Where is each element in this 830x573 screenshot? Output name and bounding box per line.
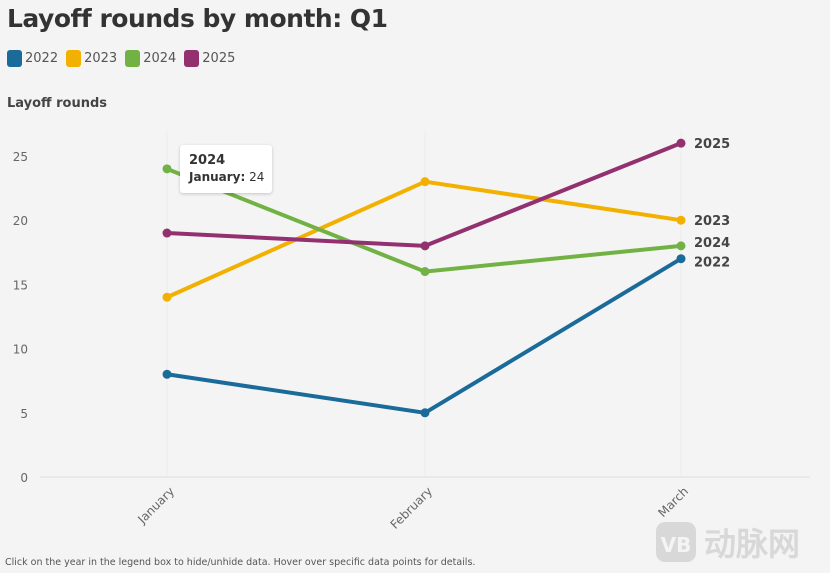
legend-item-2024[interactable]: 2024	[125, 50, 176, 67]
data-point-2025[interactable]	[676, 138, 686, 148]
legend: 2022 2023 2024 2025	[7, 50, 235, 67]
legend-swatch	[125, 50, 141, 67]
data-point-2025[interactable]	[162, 228, 172, 238]
data-point-2025[interactable]	[420, 241, 430, 251]
y-tick-label: 25	[13, 150, 28, 164]
legend-item-2023[interactable]: 2023	[66, 50, 117, 67]
data-point-2024[interactable]	[162, 164, 172, 174]
data-point-2022[interactable]	[420, 408, 430, 418]
tooltip: 2024 January: 24	[180, 145, 272, 193]
y-tick-label: 15	[13, 278, 28, 292]
legend-item-2022[interactable]: 2022	[7, 50, 58, 67]
watermark-logo: VB 动脉网	[656, 522, 800, 563]
svg-text:VB: VB	[661, 533, 692, 557]
data-point-2024[interactable]	[420, 267, 430, 277]
footnote: Click on the year in the legend box to h…	[5, 557, 476, 568]
data-point-2023[interactable]	[162, 292, 172, 302]
legend-item-2025[interactable]: 2025	[184, 50, 235, 67]
chart-title: Layoff rounds by month: Q1	[7, 4, 388, 33]
data-point-2022[interactable]	[676, 254, 686, 264]
y-tick-label: 0	[20, 471, 28, 485]
legend-swatch	[184, 50, 200, 67]
data-point-2024[interactable]	[676, 241, 686, 251]
data-point-2023[interactable]	[420, 177, 430, 187]
data-point-2022[interactable]	[162, 369, 172, 379]
y-tick-label: 20	[13, 214, 28, 228]
legend-label: 2024	[143, 51, 177, 66]
series-end-label: 2023	[694, 214, 730, 229]
x-tick-label: January	[134, 484, 177, 527]
legend-swatch	[7, 50, 22, 67]
series-end-label: 2022	[694, 256, 730, 271]
series-end-label: 2025	[694, 137, 730, 152]
svg-text:动脉网: 动脉网	[704, 525, 800, 563]
legend-label: 2025	[202, 51, 236, 66]
y-tick-label: 5	[20, 407, 28, 421]
data-point-2023[interactable]	[676, 215, 686, 225]
tooltip-value: 24	[249, 170, 265, 184]
tooltip-label: January:	[189, 170, 246, 184]
legend-label: 2023	[84, 51, 118, 66]
series-line-2022[interactable]	[166, 257, 683, 415]
series-end-label: 2024	[694, 236, 730, 251]
x-tick-label: February	[388, 484, 436, 532]
legend-swatch	[66, 50, 82, 67]
x-tick-label: March	[655, 484, 691, 520]
legend-label: 2022	[25, 51, 59, 66]
tooltip-series: 2024	[189, 153, 226, 168]
y-axis-label: Layoff rounds	[7, 96, 108, 111]
y-tick-label: 10	[13, 343, 28, 357]
